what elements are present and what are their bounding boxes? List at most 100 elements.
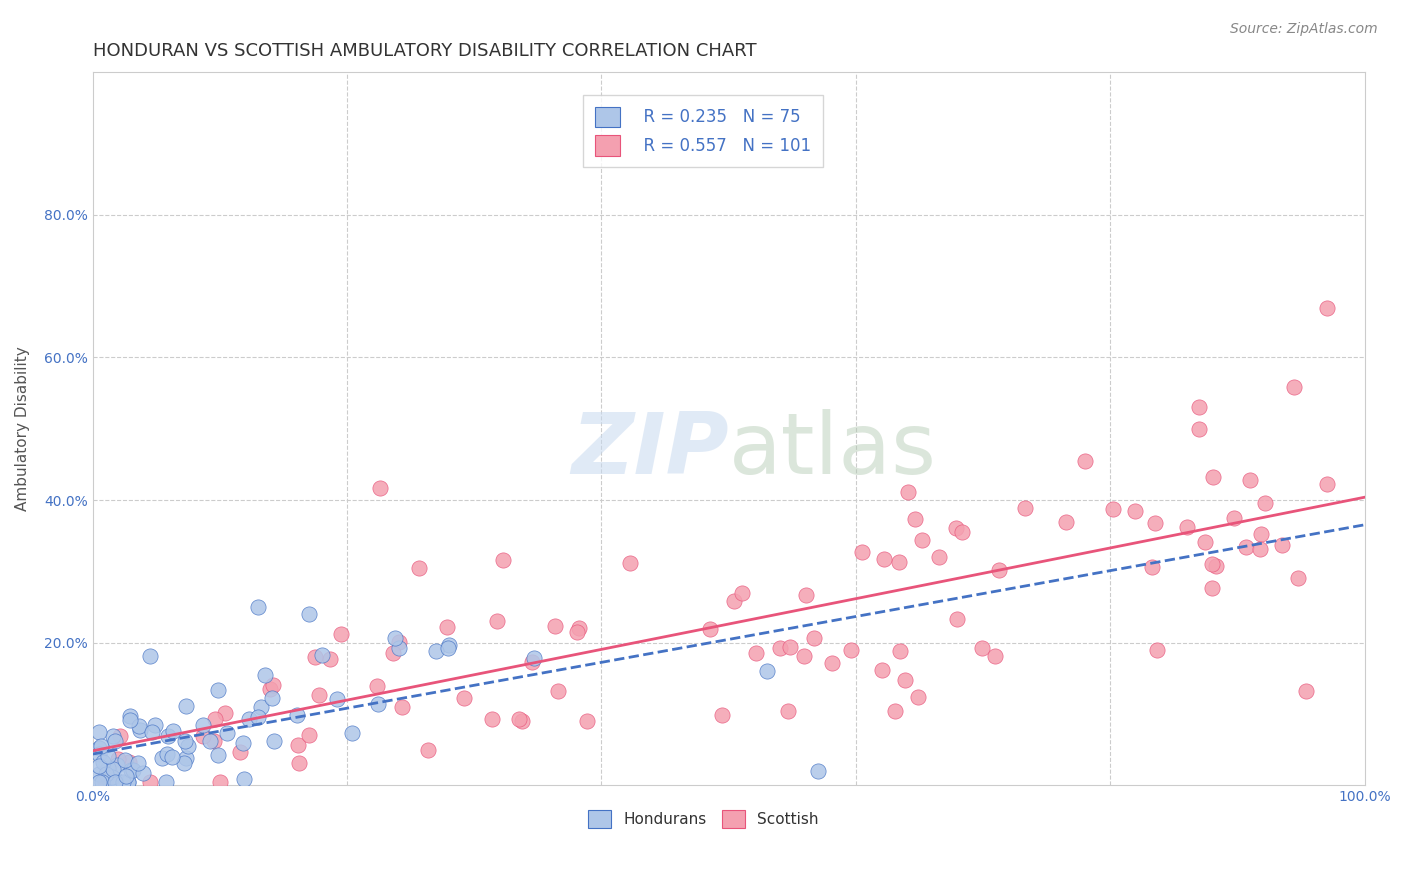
Legend: Hondurans, Scottish: Hondurans, Scottish [582,804,824,835]
Scottish [1202,470,1225,484]
Hondurans [215,725,238,739]
Scottish [794,588,817,602]
Scottish [619,556,641,570]
Scottish [1315,301,1337,315]
Hondurans [246,710,269,724]
Hondurans [233,772,256,786]
Scottish [544,618,567,632]
Scottish [889,643,911,657]
Scottish [319,652,342,666]
Scottish [94,774,117,789]
Scottish [491,553,513,567]
Scottish [793,648,815,663]
Scottish [288,756,311,771]
Scottish [100,766,122,780]
Scottish [565,624,588,639]
Scottish [1014,501,1036,516]
Scottish [946,612,969,626]
Scottish [1282,380,1305,394]
Hondurans [311,648,333,663]
Hondurans [367,697,389,711]
Scottish [228,745,250,759]
Scottish [107,752,129,766]
Scottish [481,712,503,726]
Scottish [897,485,920,500]
Text: ZIP: ZIP [571,409,728,491]
Scottish [436,620,458,634]
Scottish [1074,454,1097,468]
Hondurans [249,699,271,714]
Scottish [1143,516,1166,530]
Scottish [366,679,388,693]
Scottish [408,560,430,574]
Hondurans [155,774,177,789]
Scottish [1271,538,1294,552]
Scottish [950,525,973,540]
Hondurans [174,734,197,748]
Scottish [1188,400,1211,414]
Hondurans [129,723,152,737]
Hondurans [326,691,349,706]
Hondurans [253,667,276,681]
Hondurans [207,748,229,763]
Scottish [391,699,413,714]
Hondurans [94,766,117,780]
Scottish [851,544,873,558]
Text: Source: ZipAtlas.com: Source: ZipAtlas.com [1230,22,1378,37]
Text: HONDURAN VS SCOTTISH AMBULATORY DISABILITY CORRELATION CHART: HONDURAN VS SCOTTISH AMBULATORY DISABILI… [93,42,756,60]
Hondurans [112,774,135,789]
Hondurans [101,730,124,744]
Hondurans [262,691,284,706]
Scottish [988,563,1011,577]
Scottish [547,684,569,698]
Text: atlas: atlas [728,409,936,491]
Scottish [1250,526,1272,541]
Scottish [911,533,934,548]
Hondurans [139,648,162,663]
Hondurans [117,774,139,789]
Scottish [453,691,475,706]
Hondurans [89,739,111,754]
Hondurans [162,724,184,739]
Hondurans [238,712,260,726]
Hondurans [523,651,546,665]
Y-axis label: Ambulatory Disability: Ambulatory Disability [15,346,30,511]
Scottish [1239,473,1261,487]
Scottish [388,635,411,649]
Scottish [889,555,911,569]
Hondurans [437,640,460,655]
Scottish [204,712,226,726]
Hondurans [100,770,122,784]
Hondurans [121,763,143,777]
Hondurans [104,774,127,789]
Hondurans [87,767,110,781]
Scottish [118,756,141,770]
Hondurans [141,725,163,739]
Hondurans [174,751,197,765]
Hondurans [156,747,179,762]
Scottish [839,643,862,657]
Scottish [1254,496,1277,510]
Scottish [723,594,745,608]
Hondurans [198,734,221,748]
Hondurans [103,762,125,776]
Hondurans [207,682,229,697]
Hondurans [807,764,830,778]
Scottish [368,482,391,496]
Hondurans [91,756,114,770]
Scottish [485,614,508,628]
Scottish [204,733,226,747]
Hondurans [177,739,200,753]
Hondurans [340,726,363,740]
Scottish [1201,557,1223,571]
Scottish [298,728,321,742]
Scottish [108,729,131,743]
Scottish [1054,515,1077,529]
Hondurans [87,774,110,789]
Scottish [776,704,799,718]
Scottish [1249,542,1271,557]
Scottish [1222,510,1244,524]
Scottish [745,646,768,660]
Scottish [287,738,309,752]
Hondurans [193,717,215,731]
